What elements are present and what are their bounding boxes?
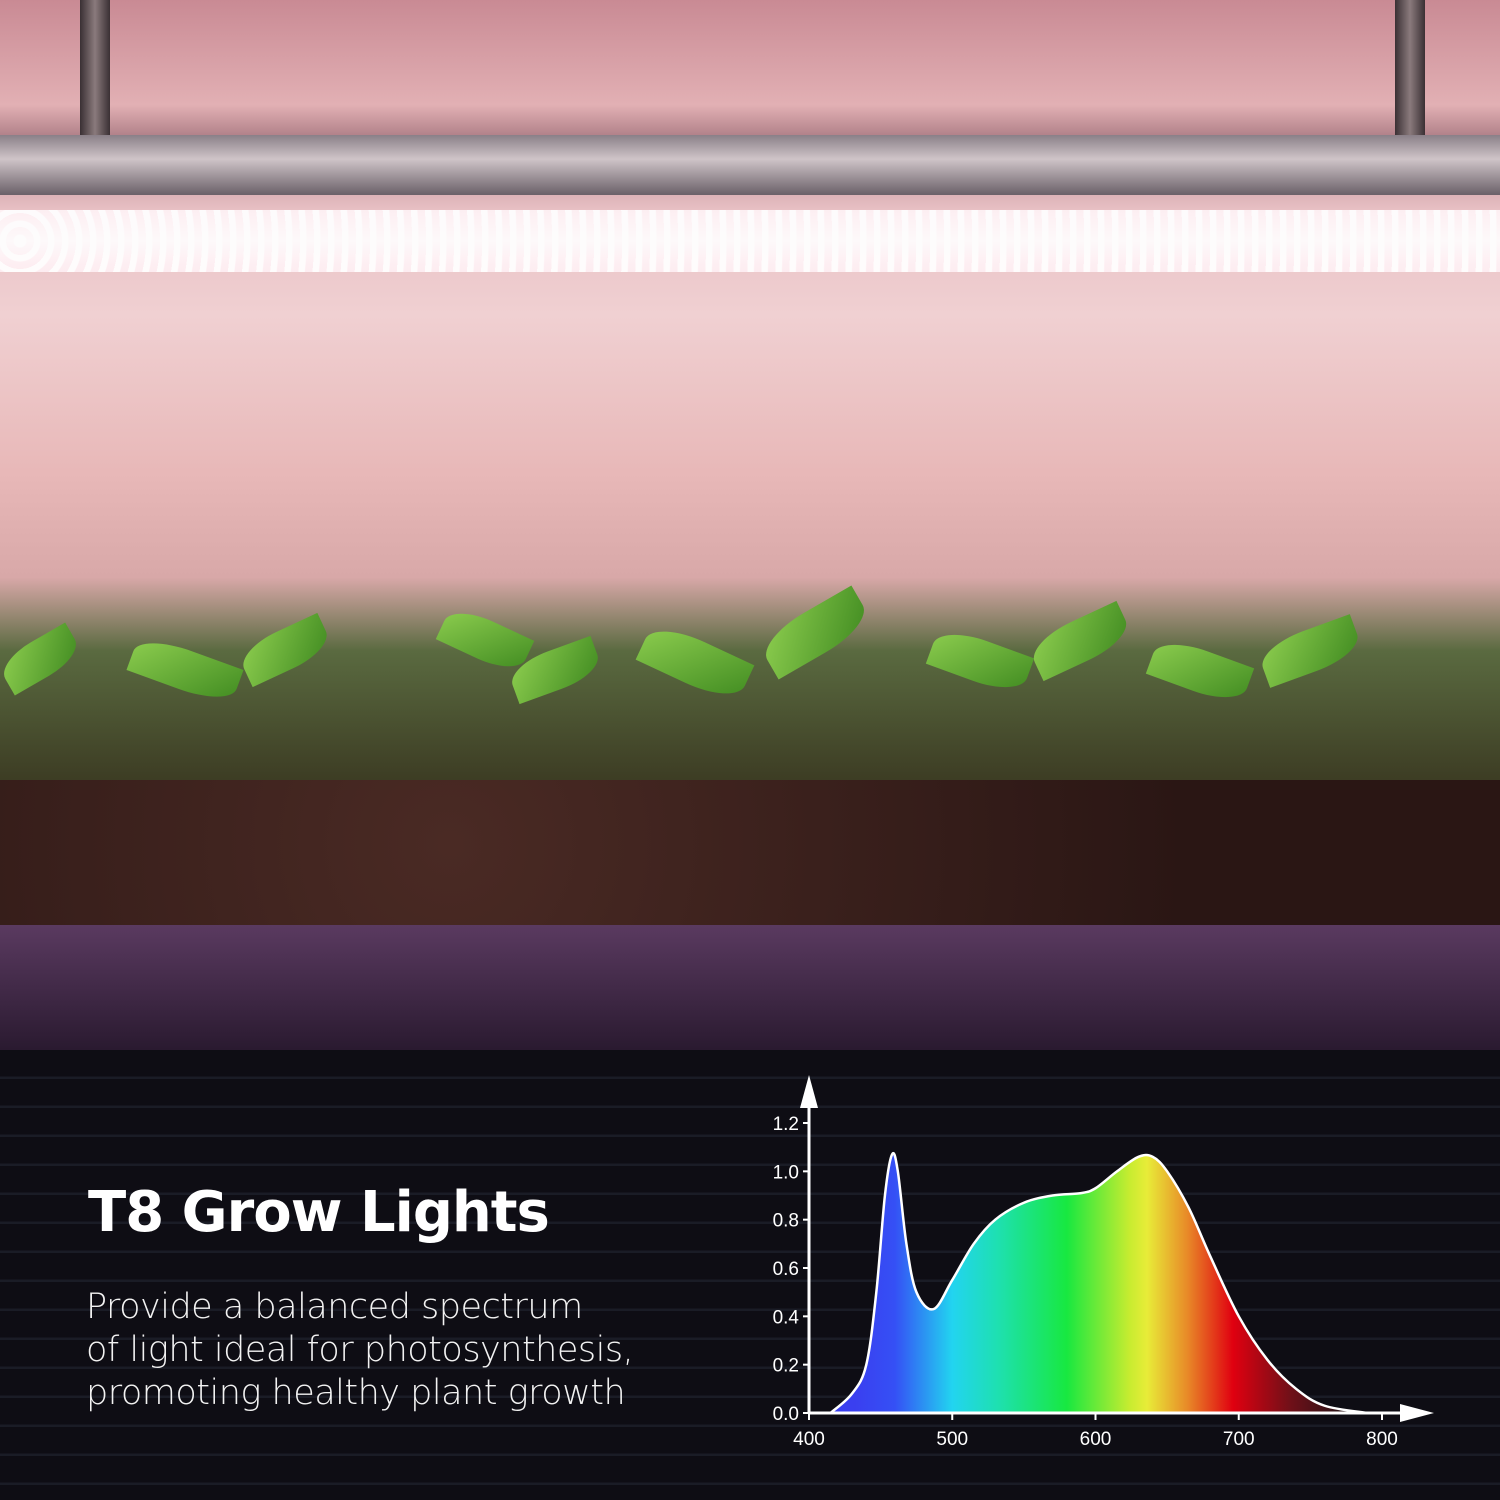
description: Provide a balanced spectrum of light ide… xyxy=(86,1286,634,1415)
x-tick-label: 700 xyxy=(1223,1429,1255,1450)
x-tick-label: 800 xyxy=(1366,1429,1398,1450)
seed-tray xyxy=(0,925,1500,1050)
hanger-right xyxy=(1395,0,1425,140)
x-axis-arrow xyxy=(1400,1404,1434,1422)
light-fixture-bar xyxy=(0,135,1500,195)
x-tick-label: 400 xyxy=(793,1429,825,1450)
grow-light-photo xyxy=(0,0,1500,1050)
plot-area: 400 500 600 700 800 0.0 0.2 0.4 0.6 0.8 1.0 1.2 xyxy=(773,1075,1434,1450)
y-tick-label: 1.2 xyxy=(773,1114,799,1135)
x-tick-label: 500 xyxy=(936,1429,968,1450)
y-tick-label: 0.0 xyxy=(773,1404,799,1425)
dark-background xyxy=(0,1050,1500,1500)
description-line: Provide a balanced spectrum xyxy=(86,1287,583,1327)
spectrum-area xyxy=(830,1153,1368,1413)
soil xyxy=(0,780,1500,940)
y-tick-label: 0.4 xyxy=(773,1307,800,1328)
y-tick-label: 0.6 xyxy=(773,1259,799,1280)
x-tick-label: 600 xyxy=(1080,1429,1112,1450)
description-line: of light ideal for photosynthesis, xyxy=(86,1330,634,1370)
y-tick-label: 0.2 xyxy=(773,1356,799,1377)
description-line: promoting healthy plant growth xyxy=(86,1373,626,1413)
y-axis-arrow xyxy=(800,1075,818,1108)
y-tick-label: 1.0 xyxy=(773,1162,799,1183)
led-tube xyxy=(0,210,1500,272)
y-tick-label: 0.8 xyxy=(773,1211,799,1232)
hanger-left xyxy=(80,0,110,140)
headline: T8 Grow Lights xyxy=(88,1180,550,1245)
spectrum-line xyxy=(829,1152,1368,1415)
